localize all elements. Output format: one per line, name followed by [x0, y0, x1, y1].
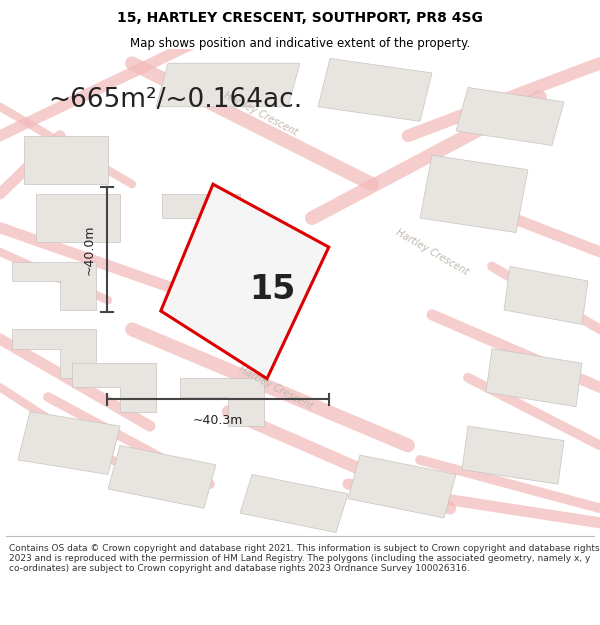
- Polygon shape: [486, 349, 582, 407]
- Text: ~40.0m: ~40.0m: [83, 224, 96, 275]
- Polygon shape: [108, 446, 216, 508]
- Polygon shape: [162, 194, 240, 232]
- Text: Contains OS data © Crown copyright and database right 2021. This information is : Contains OS data © Crown copyright and d…: [9, 544, 599, 573]
- Text: ~665m²/~0.164ac.: ~665m²/~0.164ac.: [48, 86, 302, 112]
- Polygon shape: [12, 329, 96, 378]
- Polygon shape: [240, 474, 348, 532]
- Polygon shape: [156, 63, 300, 107]
- Polygon shape: [462, 426, 564, 484]
- Polygon shape: [24, 136, 108, 184]
- Polygon shape: [161, 184, 329, 379]
- Polygon shape: [12, 262, 96, 310]
- Polygon shape: [504, 266, 588, 324]
- Polygon shape: [210, 266, 288, 315]
- Polygon shape: [348, 455, 456, 518]
- Text: ~40.3m: ~40.3m: [193, 414, 243, 427]
- Text: Hartley Crescent: Hartley Crescent: [394, 227, 470, 277]
- Text: Hartley Crescent: Hartley Crescent: [223, 91, 299, 138]
- Polygon shape: [36, 194, 120, 242]
- Text: 15: 15: [249, 273, 296, 306]
- Polygon shape: [180, 378, 264, 426]
- Polygon shape: [18, 411, 120, 474]
- Polygon shape: [318, 58, 432, 121]
- Polygon shape: [420, 155, 528, 232]
- Text: 15, HARTLEY CRESCENT, SOUTHPORT, PR8 4SG: 15, HARTLEY CRESCENT, SOUTHPORT, PR8 4SG: [117, 11, 483, 25]
- Text: Map shows position and indicative extent of the property.: Map shows position and indicative extent…: [130, 36, 470, 49]
- Polygon shape: [72, 363, 156, 411]
- Text: Hartley Crescent: Hartley Crescent: [238, 364, 314, 411]
- Polygon shape: [456, 88, 564, 146]
